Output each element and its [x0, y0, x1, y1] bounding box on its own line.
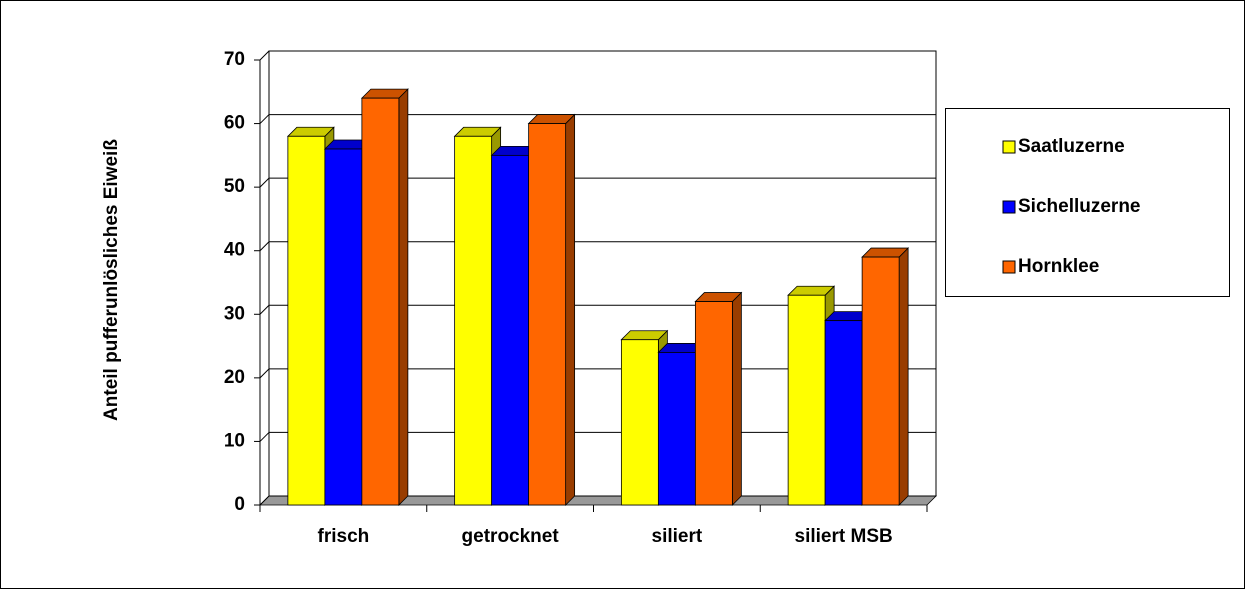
y-tick-label: 10	[224, 430, 245, 451]
bar	[787, 294, 826, 506]
y-tick-label: 60	[224, 113, 245, 134]
y-tick-label: 40	[224, 240, 245, 261]
legend-box	[945, 108, 1230, 297]
bar-side	[398, 88, 409, 506]
grid-line-side	[259, 304, 270, 315]
legend-label: Sichelluzerne	[1018, 196, 1141, 217]
grid-line-side	[259, 495, 270, 506]
bar	[861, 256, 900, 506]
bar-side	[731, 291, 742, 506]
bar	[454, 135, 493, 506]
x-tick-label: frisch	[318, 526, 370, 547]
y-tick-label: 20	[224, 367, 245, 388]
legend-swatch	[1002, 200, 1016, 214]
x-tick-label: getrocknet	[462, 526, 560, 547]
bar-side	[565, 113, 576, 506]
y-tick-label: 0	[234, 494, 245, 515]
bar	[657, 352, 696, 506]
grid-line-side	[259, 432, 270, 442]
bar	[491, 154, 530, 506]
bar	[287, 135, 326, 506]
legend-label: Saatluzerne	[1018, 136, 1125, 157]
bar	[694, 301, 733, 506]
bar	[324, 148, 363, 506]
grid-line-side	[259, 241, 270, 252]
bar	[824, 320, 863, 506]
legend-swatch	[1002, 140, 1016, 154]
bar-side	[898, 247, 909, 506]
y-tick-label: 30	[224, 303, 245, 324]
y-tick-label: 70	[224, 49, 245, 70]
grid-line-side	[259, 114, 270, 124]
x-tick-label: siliert	[652, 526, 703, 547]
legend-swatch	[1002, 260, 1016, 274]
bar	[361, 97, 400, 506]
y-axis-title: Anteil pufferunlösliches Eiweiß	[101, 139, 122, 421]
x-tick-label: siliert MSB	[795, 526, 893, 547]
legend-label: Hornklee	[1018, 256, 1099, 277]
bar	[528, 123, 567, 506]
grid-line-side	[259, 368, 270, 379]
bar	[620, 339, 659, 506]
grid-line-side	[259, 177, 270, 188]
y-tick-label: 50	[224, 176, 245, 197]
grid-line-side	[259, 50, 270, 61]
